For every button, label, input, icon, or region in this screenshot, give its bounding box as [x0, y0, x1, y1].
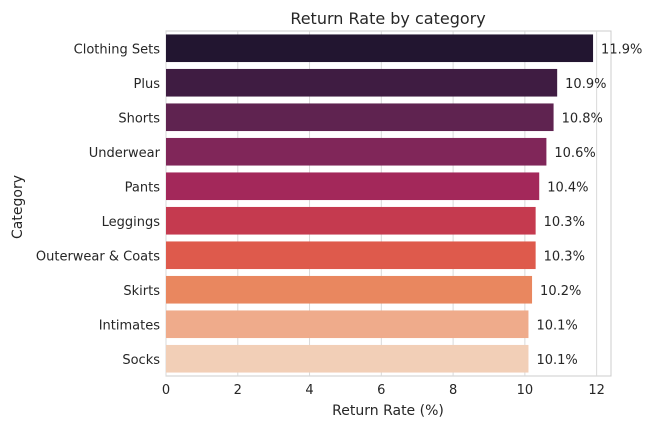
data-label: 10.2% — [540, 284, 581, 299]
bar — [166, 241, 536, 270]
x-tick-label: 6 — [377, 383, 385, 398]
y-tick-label: Socks — [122, 353, 160, 368]
bar — [166, 103, 554, 132]
bar — [166, 344, 529, 373]
bar — [166, 206, 536, 235]
bars — [166, 34, 594, 373]
data-label: 10.3% — [544, 215, 585, 230]
bar — [166, 275, 533, 304]
x-tick-labels: 0 2 4 6 8 10 12 — [162, 383, 605, 398]
data-label: 10.6% — [554, 146, 595, 161]
data-labels: 11.9% 10.9% 10.8% 10.6% 10.4% 10.3% 10.3% 10.2%… — [536, 42, 642, 368]
y-tick-label: Plus — [134, 77, 161, 92]
chart-title: Return Rate by category — [290, 9, 485, 28]
x-tick-label: 8 — [449, 383, 457, 398]
y-tick-label: Outerwear & Coats — [36, 249, 160, 264]
bar — [166, 68, 558, 97]
y-tick-label: Shorts — [118, 111, 160, 126]
data-label: 10.9% — [565, 77, 606, 92]
y-tick-label: Clothing Sets — [74, 42, 161, 57]
x-tick-label: 4 — [305, 383, 313, 398]
y-tick-label: Underwear — [89, 146, 161, 161]
x-tick-label: 10 — [517, 383, 534, 398]
data-label: 10.1% — [536, 353, 577, 368]
data-label: 10.4% — [547, 180, 588, 195]
y-tick-label: Skirts — [123, 284, 160, 299]
x-tick-label: 2 — [234, 383, 242, 398]
y-tick-label: Pants — [125, 180, 161, 195]
y-tick-label: Leggings — [102, 215, 161, 230]
bar — [166, 172, 540, 201]
bar — [166, 34, 594, 63]
x-tick-label: 0 — [162, 383, 170, 398]
bar — [166, 310, 529, 339]
x-axis-title: Return Rate (%) — [332, 403, 444, 419]
data-label: 11.9% — [601, 42, 642, 57]
bar — [166, 137, 547, 166]
data-label: 10.8% — [562, 111, 603, 126]
x-tick-label: 12 — [588, 383, 605, 398]
data-label: 10.3% — [544, 249, 585, 264]
y-tick-label: Intimates — [99, 318, 161, 333]
y-tick-labels: Clothing Sets Plus Shorts Underwear Pants Leg… — [36, 42, 161, 368]
y-axis-title: Category — [10, 175, 26, 239]
data-label: 10.1% — [536, 318, 577, 333]
